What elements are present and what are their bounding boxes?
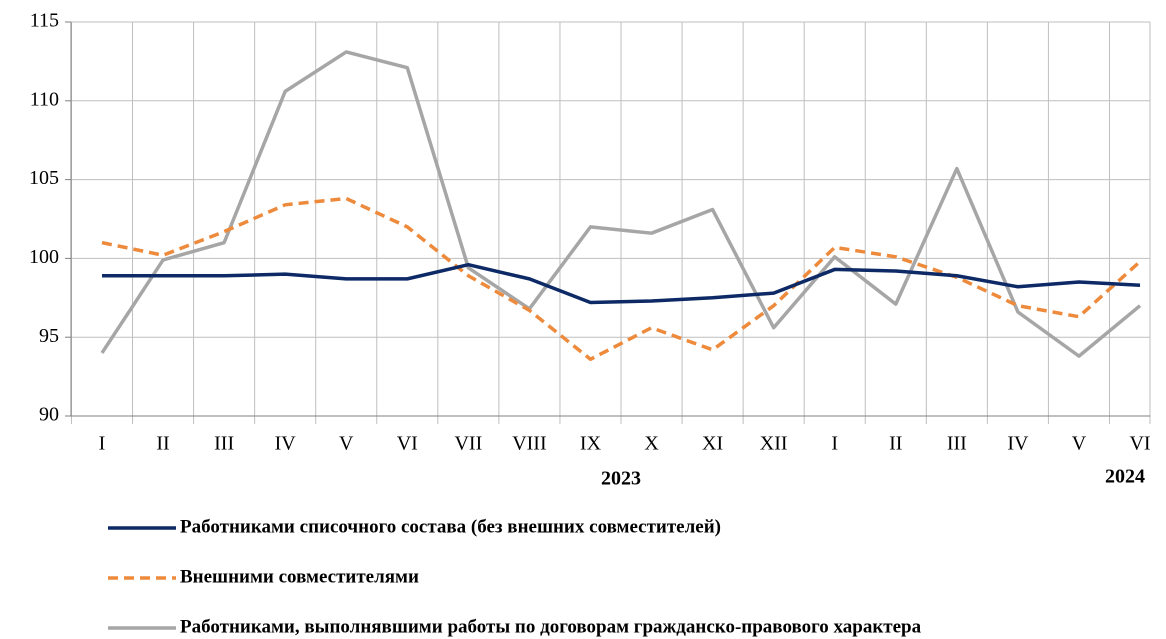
x-tick-label: IV xyxy=(1007,433,1029,455)
legend-label: Работниками, выполнявшими работы по дого… xyxy=(180,616,922,637)
x-tick-label: III xyxy=(947,433,967,455)
y-tick-label: 115 xyxy=(30,10,59,32)
x-tick-label: VI xyxy=(1129,433,1150,455)
legend-label: Работниками списочного состава (без внеш… xyxy=(180,516,721,537)
y-tick-label: 95 xyxy=(39,325,59,347)
y-tick-label: 110 xyxy=(30,88,59,110)
year-label: 2024 xyxy=(1105,466,1145,488)
series-line xyxy=(100,50,1142,358)
x-tick-label: IX xyxy=(580,433,602,455)
x-tick-label: IV xyxy=(275,433,297,455)
year-label: 2023 xyxy=(601,468,641,490)
x-tick-label: VI xyxy=(397,433,418,455)
x-tick-label: I xyxy=(99,433,106,455)
series-line xyxy=(102,262,1141,305)
x-tick-label: II xyxy=(156,433,169,455)
x-tick-label: X xyxy=(644,433,659,455)
series-line xyxy=(101,196,1142,362)
x-tick-label: V xyxy=(339,433,354,455)
x-tick-label: VIII xyxy=(512,433,546,455)
y-tick-label: 105 xyxy=(29,167,59,189)
x-tick-label: I xyxy=(831,433,838,455)
x-tick-label: II xyxy=(889,433,902,455)
x-tick-label: XI xyxy=(702,433,723,455)
x-tick-label: VII xyxy=(454,433,482,455)
y-tick-label: 100 xyxy=(29,246,59,268)
x-tick-label: III xyxy=(214,433,234,455)
legend-label: Внешними совместителями xyxy=(180,566,419,587)
x-tick-label: V xyxy=(1072,433,1087,455)
y-tick-label: 90 xyxy=(39,404,59,426)
x-tick-label: XII xyxy=(760,433,788,455)
